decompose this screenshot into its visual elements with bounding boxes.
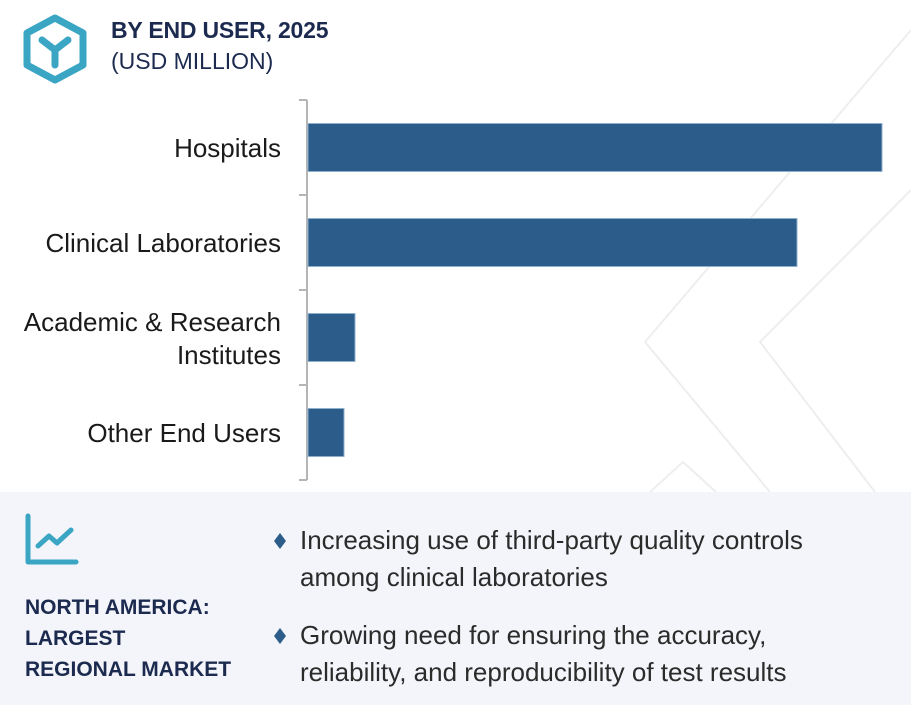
bar-chart-plot (299, 99, 883, 481)
trend-chart-icon (25, 513, 79, 565)
category-label: Academic & Research Institutes (24, 306, 281, 372)
driver-item: Increasing use of third-party quality co… (270, 522, 880, 596)
category-label: Clinical Laboratories (45, 227, 281, 260)
bar-academic-research-institutes (307, 313, 356, 362)
hexagon-y-logo-icon (23, 14, 87, 84)
chart-header: BY END USER, 2025 (USD MILLION) (0, 0, 911, 90)
diamond-bullet-icon (274, 533, 286, 549)
region-line: REGIONAL MARKET (25, 658, 232, 681)
region-line: LARGEST (25, 627, 126, 650)
category-label-line: Hospitals (174, 133, 281, 163)
category-label: Other End Users (87, 417, 281, 450)
driver-text-line: Growing need for ensuring the accuracy, (300, 620, 767, 650)
driver-list: Increasing use of third-party quality co… (270, 522, 880, 712)
category-label-line: Academic & Research (23, 306, 281, 337)
driver-text-line: among clinical laboratories (300, 562, 608, 592)
bar-other-end-users (307, 408, 345, 457)
bar-clinical-laboratories (307, 218, 798, 267)
region-line: NORTH AMERICA: (25, 596, 210, 619)
bar-chart: Hospitals Clinical Laboratories Academic &… (0, 90, 911, 490)
chart-subtitle: (USD MILLION) (111, 48, 274, 74)
region-highlight: NORTH AMERICA: LARGEST REGIONAL MARKET (25, 592, 231, 685)
category-label: Hospitals (174, 132, 281, 165)
insight-panel: NORTH AMERICA: LARGEST REGIONAL MARKET I… (0, 492, 911, 705)
diamond-bullet-icon (274, 628, 286, 644)
bar-hospitals (307, 123, 883, 172)
category-label-line: Clinical Laboratories (45, 228, 281, 258)
category-label-line: Other End Users (87, 418, 281, 448)
driver-item: Growing need for ensuring the accuracy, … (270, 617, 880, 691)
chart-title: BY END USER, 2025 (111, 17, 329, 43)
driver-text-line: Increasing use of third-party quality co… (300, 525, 803, 555)
driver-text-line: reliability, and reproducibility of test… (300, 657, 787, 687)
category-label-line: Institutes (176, 339, 281, 370)
